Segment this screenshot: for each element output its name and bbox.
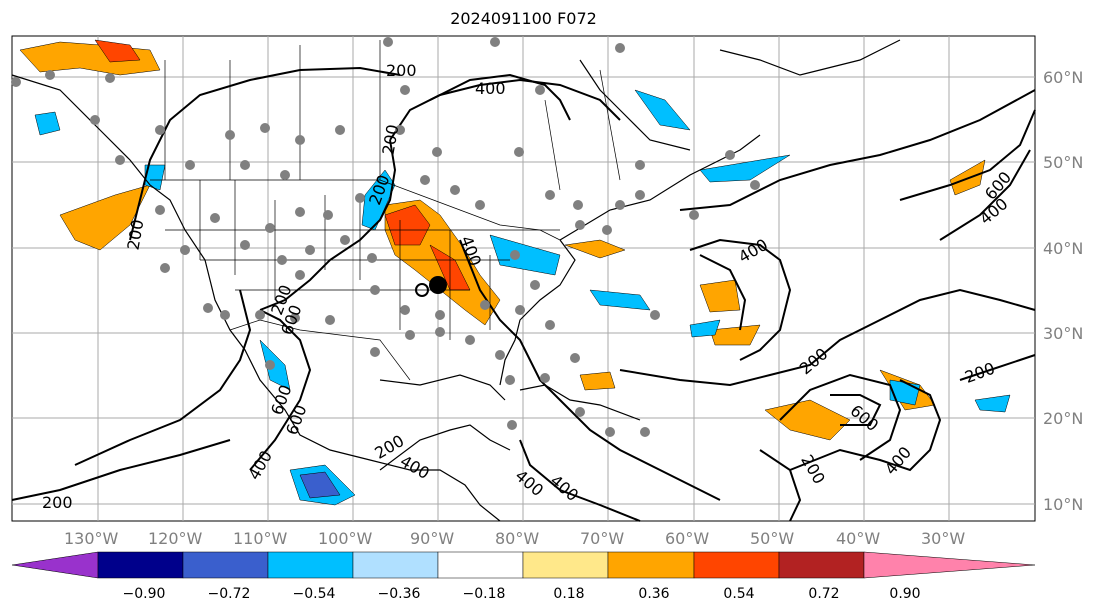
lon-label: 60°W — [665, 529, 710, 548]
contour-label: 400 — [475, 79, 506, 98]
lat-label: 40°N — [1043, 239, 1084, 258]
lon-label: 130°W — [64, 529, 119, 548]
lon-label: 80°W — [495, 529, 540, 548]
shaded-fields — [19, 39, 1011, 506]
colorbar-segment — [863, 551, 1036, 579]
graticule — [12, 36, 1035, 521]
lat-label: 20°N — [1043, 409, 1084, 428]
lon-label: 30°W — [921, 529, 966, 548]
colorbar-segment — [778, 551, 865, 579]
colorbar-segment — [182, 551, 269, 579]
lon-label: 100°W — [318, 529, 373, 548]
colorbar-segment — [267, 551, 354, 579]
colorbar-segment — [522, 551, 609, 579]
lon-label: 120°W — [148, 529, 203, 548]
lat-label: 30°N — [1043, 324, 1084, 343]
colorbar-segment — [352, 551, 439, 579]
coastlines — [11, 39, 901, 522]
lat-label: 10°N — [1043, 495, 1084, 514]
highlight-marker — [429, 276, 447, 294]
contour-label: 200 — [386, 61, 417, 80]
colorbar-tick: 0.18 — [553, 586, 585, 602]
contour-label: 200 — [42, 493, 73, 512]
colorbar-tick: −0.90 — [122, 586, 166, 602]
colorbar-tick: 0.36 — [638, 586, 670, 602]
colorbar-segment — [693, 551, 780, 579]
lat-label: 60°N — [1043, 68, 1084, 87]
colorbar-segment — [97, 551, 184, 579]
colorbar-tick: 0.90 — [889, 586, 921, 602]
colorbar-tick: −0.36 — [377, 586, 421, 602]
colorbar-tick: −0.18 — [462, 586, 506, 602]
colorbar-tick: 0.54 — [723, 586, 755, 602]
lon-label: 70°W — [580, 529, 625, 548]
colorbar-segment — [437, 551, 524, 579]
map-title: 2024091100 F072 — [450, 9, 597, 28]
lat-label: 50°N — [1043, 153, 1084, 172]
lon-label: 40°W — [836, 529, 881, 548]
lon-label: 110°W — [233, 529, 288, 548]
colorbar-tick: 0.72 — [808, 586, 840, 602]
lon-label: 90°W — [410, 529, 455, 548]
colorbar-segment — [11, 551, 99, 579]
contour-lines — [11, 66, 1036, 522]
colorbar — [11, 551, 1036, 579]
colorbar-tick: −0.54 — [292, 586, 336, 602]
colorbar-tick: −0.72 — [207, 586, 251, 602]
colorbar-segment — [607, 551, 695, 579]
station-dots — [11, 37, 760, 437]
lon-label: 50°W — [750, 529, 795, 548]
borders — [150, 40, 621, 381]
